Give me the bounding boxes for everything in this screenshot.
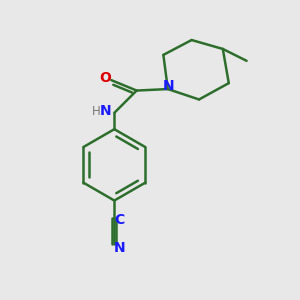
Text: N: N xyxy=(100,104,112,118)
Text: O: O xyxy=(100,71,111,85)
Text: N: N xyxy=(163,79,175,92)
Text: H: H xyxy=(92,105,100,118)
Text: N: N xyxy=(114,241,125,255)
Text: C: C xyxy=(115,213,125,227)
